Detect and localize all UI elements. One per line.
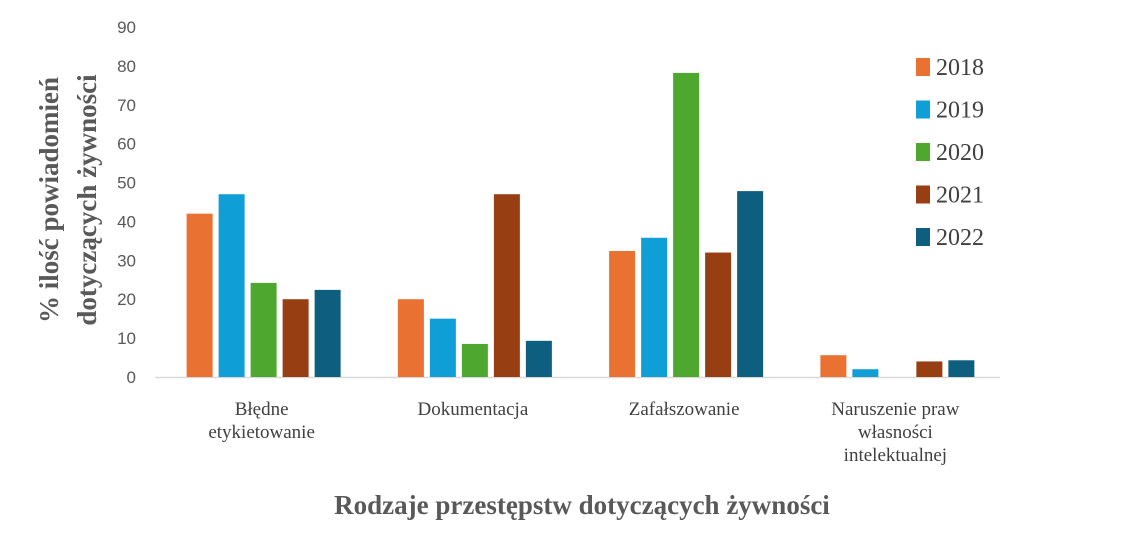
bar-2022-3 [948, 360, 975, 377]
legend-swatch-2020 [916, 143, 930, 161]
legend-swatch-2022 [916, 228, 930, 246]
legend-label: 2021 [936, 183, 984, 209]
y-tick-label: 70 [117, 96, 136, 115]
x-category-label: Naruszenie praw [831, 399, 959, 420]
legend-label: 2019 [936, 98, 984, 124]
bar-2018-1 [397, 299, 424, 377]
bar-2019-0 [218, 194, 245, 377]
legend-swatch-2019 [916, 100, 930, 119]
legend-label: 2022 [936, 225, 984, 251]
x-category-label: Błędne [235, 399, 289, 420]
x-category-label: etykietowanie [208, 422, 315, 443]
y-tick-label: 20 [117, 290, 136, 309]
y-axis-title: dotyczących żywności [72, 74, 102, 326]
legend-swatch-2018 [916, 58, 930, 76]
legend-swatch-2021 [916, 185, 930, 204]
bar-2020-2 [673, 72, 700, 377]
x-category-label: własności [858, 422, 933, 443]
bar-2021-3 [916, 361, 943, 377]
bar-2021-2 [705, 252, 732, 377]
y-axis-title: % ilość powiadomień [34, 77, 64, 323]
bar-2018-2 [609, 251, 636, 377]
bar-2021-0 [282, 299, 309, 377]
x-axis-title: Rodzaje przestępstw dotyczących żywności [334, 490, 830, 520]
y-tick-label: 90 [117, 18, 136, 37]
bar-2020-1 [461, 343, 488, 377]
y-tick-label: 30 [117, 251, 136, 270]
bar-2021-1 [493, 194, 520, 377]
bar-2018-3 [820, 355, 847, 377]
bar-2019-2 [641, 237, 668, 377]
legend-label: 2020 [936, 140, 984, 166]
x-category-label: Zafałszowanie [629, 399, 740, 420]
bar-2018-0 [186, 213, 213, 377]
bar-2022-2 [737, 191, 764, 377]
x-category-label: intelektualnej [844, 445, 947, 466]
legend-label: 2018 [936, 55, 984, 81]
y-tick-label: 60 [117, 135, 136, 154]
bar-2019-3 [852, 369, 879, 377]
bar-2022-0 [314, 289, 341, 377]
y-tick-label: 50 [117, 174, 136, 193]
y-tick-label: 40 [117, 212, 136, 231]
y-tick-label: 80 [117, 57, 136, 76]
bar-2020-0 [250, 282, 277, 377]
x-category-label: Dokumentacja [417, 399, 528, 420]
bar-2022-1 [525, 340, 552, 377]
y-tick-label: 10 [117, 329, 136, 348]
y-tick-label: 0 [127, 368, 136, 387]
bar-2019-1 [429, 318, 456, 377]
